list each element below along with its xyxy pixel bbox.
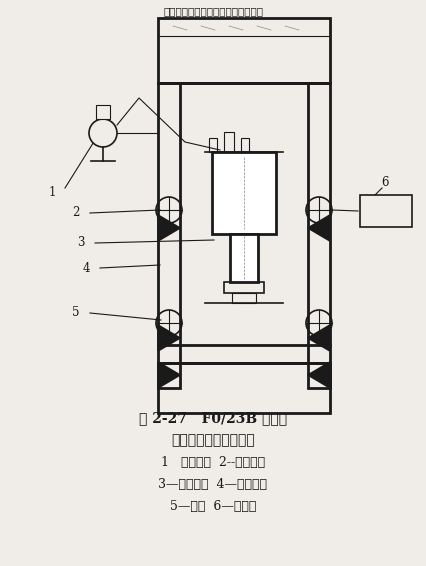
Bar — [230, 234, 258, 282]
Text: 4: 4 — [82, 261, 90, 275]
Text: 6: 6 — [381, 177, 389, 190]
Polygon shape — [308, 362, 330, 388]
Text: 重机液压系统安装简图: 重机液压系统安装简图 — [171, 433, 255, 447]
Text: 3—顶升油缸  4—固定塔架: 3—顶升油缸 4—固定塔架 — [158, 478, 268, 491]
Text: 图 2-27   F0/23B 塔式起: 图 2-27 F0/23B 塔式起 — [139, 411, 287, 425]
Text: 2: 2 — [72, 207, 80, 220]
Polygon shape — [158, 325, 180, 351]
Bar — [96, 105, 110, 119]
Polygon shape — [158, 215, 180, 241]
Text: 3: 3 — [77, 237, 85, 250]
Polygon shape — [308, 325, 330, 351]
Bar — [224, 282, 264, 293]
Bar — [212, 152, 276, 234]
Bar — [224, 132, 234, 152]
Circle shape — [89, 119, 117, 147]
Text: 5: 5 — [72, 307, 80, 319]
Bar — [158, 18, 330, 83]
Polygon shape — [308, 215, 330, 241]
Polygon shape — [158, 362, 180, 388]
Bar — [232, 293, 256, 303]
Bar — [308, 83, 330, 388]
Bar — [209, 138, 217, 152]
Bar — [360, 195, 412, 227]
Text: 該塔式起重機活動塔架液壓工作原理: 該塔式起重機活動塔架液壓工作原理 — [163, 7, 263, 16]
Text: 1: 1 — [48, 187, 56, 199]
Text: 1   液压泵站  2--活动塔架: 1 液压泵站 2--活动塔架 — [161, 456, 265, 469]
Bar — [241, 138, 249, 152]
Text: 5—滚轮  6—操纵台: 5—滚轮 6—操纵台 — [170, 500, 256, 512]
Bar — [158, 363, 330, 413]
Bar — [158, 83, 180, 388]
